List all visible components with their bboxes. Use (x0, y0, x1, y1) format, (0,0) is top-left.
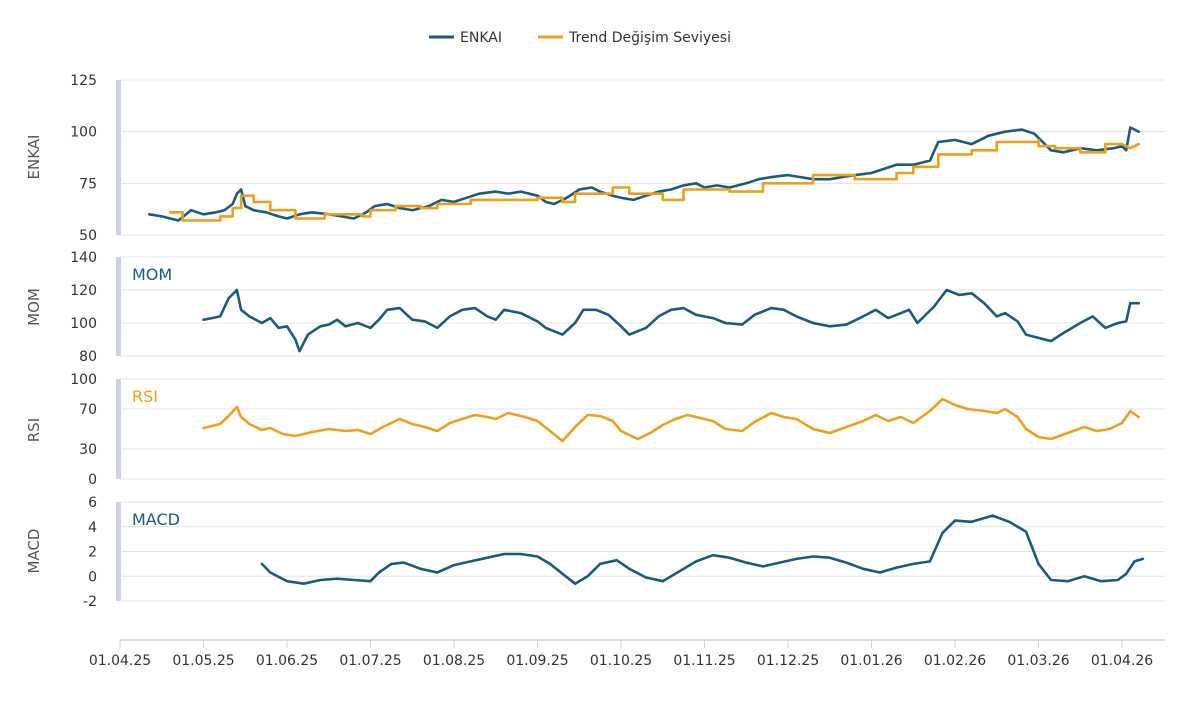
panel-inner-label-mom: MOM (132, 265, 172, 284)
chart-panels: 50 75 100 125 ENKAI 80 100 120 140 MOM MOM 0 30 70 100… (25, 73, 1165, 610)
x-tick-label: 01.04.25 (89, 653, 151, 669)
y-tick-label: 80 (79, 349, 97, 365)
panel-side-bar (116, 502, 121, 601)
x-tick-label: 01.10.25 (590, 653, 652, 669)
x-tick-label: 01.11.25 (673, 653, 735, 669)
series-line-trend-de-i-im-seviyesi (168, 138, 1140, 222)
y-tick-label: 125 (70, 73, 97, 89)
y-tick-label: 70 (79, 402, 97, 418)
y-tick-label: 50 (79, 228, 97, 244)
y-tick-label: 4 (88, 520, 97, 536)
series-line-mom (202, 288, 1140, 353)
x-tick-label: 01.02.26 (924, 653, 986, 669)
panel-rsi: 0 30 70 100 RSI RSI (25, 372, 1165, 488)
x-tick-label: 01.03.26 (1007, 653, 1069, 669)
series-line-enkai (147, 126, 1140, 222)
y-axis-label-rsi: RSI (25, 418, 43, 442)
panel-side-bar (116, 257, 121, 356)
panel-mom: 80 100 120 140 MOM MOM (25, 250, 1165, 365)
panel-inner-label-macd: MACD (132, 510, 180, 529)
panel-side-bar (116, 379, 121, 479)
x-tick-label: 01.07.25 (339, 653, 401, 669)
y-tick-label: -2 (83, 594, 97, 610)
chart-legend: ENKAI Trend Değişim Seviyesi (429, 30, 731, 46)
x-tick-label: 01.05.25 (172, 653, 234, 669)
series-line-rsi (202, 397, 1140, 443)
y-tick-label: 75 (79, 176, 97, 192)
y-axis-label-mom: MOM (25, 288, 43, 326)
series-line-macd (260, 514, 1145, 585)
y-tick-label: 100 (70, 125, 97, 141)
y-axis-label-macd: MACD (25, 529, 43, 574)
y-tick-label: 0 (88, 472, 97, 488)
x-axis: 01.04.25 01.05.25 01.06.25 01.07.25 01.08.25… (89, 639, 1165, 669)
y-tick-label: 120 (70, 283, 97, 299)
panel-enkai: 50 75 100 125 ENKAI (25, 73, 1165, 244)
legend-label-trend[interactable]: Trend Değişim Seviyesi (568, 30, 731, 46)
x-tick-label: 01.12.25 (757, 653, 819, 669)
panel-macd: -2 0 2 4 6 MACD MACD (25, 495, 1165, 610)
x-tick-label: 01.09.25 (506, 653, 568, 669)
x-tick-label: 01.01.26 (840, 653, 902, 669)
y-axis-label-enkai: ENKAI (25, 135, 43, 180)
panel-side-bar (116, 80, 121, 235)
x-tick-label: 01.08.25 (423, 653, 485, 669)
y-tick-label: 0 (88, 569, 97, 585)
legend-label-enkai[interactable]: ENKAI (460, 30, 502, 46)
x-tick-label: 01.06.25 (256, 653, 318, 669)
y-tick-label: 2 (88, 545, 97, 561)
y-tick-label: 100 (70, 372, 97, 388)
y-tick-label: 100 (70, 316, 97, 332)
x-tick-label: 01.04.26 (1091, 653, 1153, 669)
y-tick-label: 140 (70, 250, 97, 266)
panel-inner-label-rsi: RSI (132, 387, 158, 406)
y-tick-label: 6 (88, 495, 97, 511)
y-tick-label: 30 (79, 442, 97, 458)
